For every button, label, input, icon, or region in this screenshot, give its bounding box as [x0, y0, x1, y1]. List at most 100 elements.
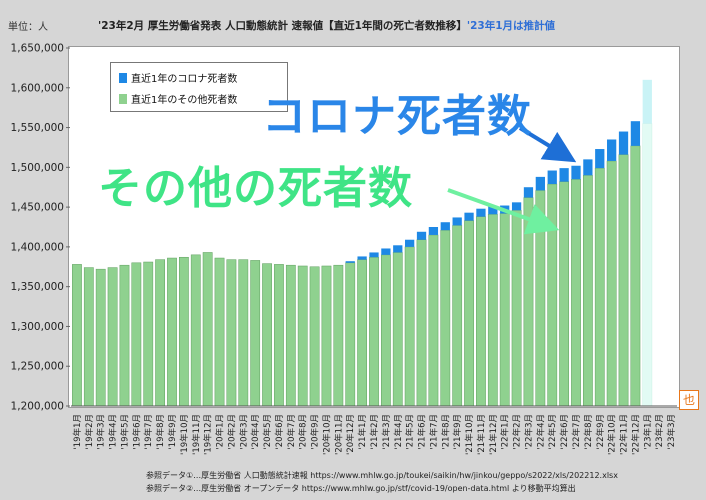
bar-corona-46: [618, 131, 629, 155]
bar-other-31: [440, 229, 451, 407]
x-tick-label: '23年2月: [654, 414, 665, 450]
bar-other-9: [178, 256, 189, 407]
bar-corona-32: [452, 217, 462, 226]
unit-label: 単位：人: [8, 22, 48, 33]
y-tick-label: 1,300,000: [11, 321, 64, 333]
x-tick-label: '22年5月: [547, 414, 558, 450]
x-tick-label: '21年10月: [464, 414, 475, 455]
bar-other-47: [630, 145, 641, 407]
x-tick-label: '23年1月: [642, 414, 653, 450]
x-tick-label: '22年12月: [630, 414, 641, 455]
bar-corona-30: [428, 227, 439, 235]
y-tick-label: 1,400,000: [11, 241, 64, 253]
x-tick-label: '19年10月: [179, 414, 190, 455]
x-tick-label: '20年5月: [262, 414, 273, 450]
x-tick-label: '21年8月: [440, 414, 451, 450]
x-tick-label: '20年9月: [310, 414, 321, 450]
y-tick-label: 1,200,000: [11, 401, 64, 413]
bar-other-20: [309, 266, 320, 407]
x-tick-label: '20年10月: [321, 414, 332, 455]
bar-other-42: [571, 179, 581, 407]
x-tick-label: '19年6月: [131, 414, 142, 450]
x-tick-label: '19年2月: [84, 414, 95, 450]
bar-corona-24: [357, 256, 367, 260]
bar-corona-25: [369, 252, 379, 258]
y-tick-label: 1,550,000: [11, 122, 64, 134]
bar-other-12: [214, 257, 225, 407]
bar-corona-41: [559, 168, 569, 182]
bar-corona-33: [464, 212, 474, 221]
legend-item-corona: 直近1年のコロナ死者数: [119, 70, 237, 85]
y-tick-label: 1,500,000: [11, 162, 64, 174]
legend-swatch-corona: [119, 73, 127, 83]
bar-corona-23: [345, 261, 355, 263]
x-tick-label: '20年4月: [250, 414, 261, 450]
x-tick-label: '19年7月: [143, 414, 154, 450]
bar-other-22: [333, 264, 344, 407]
bar-other-41: [559, 181, 570, 407]
bar-other-38: [523, 197, 534, 407]
bar-corona-27: [393, 245, 403, 253]
bar-other-10: [190, 254, 201, 407]
source-note-2: 参照データ②…厚生労働省 オープンデータ https://www.mhlw.go…: [146, 484, 576, 493]
legend: 直近1年のコロナ死者数 直近1年のその他死者数: [110, 62, 288, 112]
x-tick-label: '20年7月: [286, 414, 297, 450]
x-tick-label: '21年4月: [393, 414, 404, 450]
bar-corona-38: [523, 187, 534, 198]
x-tick-label: '21年1月: [357, 414, 368, 450]
bar-other-29: [416, 239, 427, 407]
bar-other-6: [143, 261, 154, 407]
x-tick-label: '19年9月: [167, 414, 178, 450]
bar-other-19: [297, 265, 308, 407]
bar-other-37: [511, 210, 522, 407]
x-tick-label: '22年10月: [607, 414, 618, 455]
x-tick-label: '21年7月: [428, 414, 439, 450]
x-tick-label: '20年6月: [274, 414, 285, 450]
bar-other-23: [345, 262, 356, 407]
x-tick-label: '21年12月: [488, 414, 499, 455]
y-tick-label: 1,250,000: [11, 361, 64, 373]
x-tick-label: '21年6月: [417, 414, 428, 450]
bar-other-45: [606, 160, 617, 407]
x-tick-label: '21年9月: [452, 414, 463, 450]
x-tick-label: '22年8月: [583, 414, 594, 450]
bar-corona-26: [381, 248, 391, 255]
annotation-corona-deaths: コロナ死者数: [262, 91, 532, 142]
legend-label-corona: 直近1年のコロナ死者数: [131, 74, 238, 85]
x-tick-label: '22年4月: [535, 414, 546, 450]
bar-other-3: [107, 267, 118, 407]
annotation-other-deaths: その他の死者数: [98, 163, 413, 214]
x-tick-label: '19年3月: [96, 414, 107, 450]
bar-other-34: [476, 216, 486, 407]
bar-other-44: [594, 167, 605, 407]
bar-corona-44: [595, 149, 605, 169]
x-tick-label: '21年2月: [369, 414, 380, 450]
chart-title-note: '23年1月は推計値: [466, 20, 556, 32]
bar-corona-42: [571, 165, 581, 180]
bar-corona-47: [630, 121, 641, 146]
bar-corona-31: [440, 222, 450, 231]
bar-corona-45: [607, 139, 617, 161]
legend-item-other: 直近1年のその他死者数: [119, 91, 237, 106]
bar-other-24: [357, 259, 368, 407]
y-tick-label: 1,650,000: [11, 43, 64, 55]
bar-other-11: [202, 252, 213, 407]
y-tick-label: 1,450,000: [11, 202, 64, 214]
x-tick-label: '20年2月: [226, 414, 237, 450]
bar-corona-39: [535, 176, 545, 191]
x-tick-label: '22年7月: [571, 414, 582, 450]
bar-other-17: [274, 264, 284, 407]
bar-other-27: [392, 252, 403, 407]
x-tick-label: '22年6月: [559, 414, 570, 450]
bar-other-2: [95, 268, 106, 407]
chart-title: '23年2月 厚生労働省発表 人口動態統計 速報値【直近1年間の死亡者数推移】'…: [98, 18, 555, 33]
x-tick-label: '19年4月: [108, 414, 119, 450]
x-tick-label: '20年1月: [215, 414, 226, 450]
bar-corona-28: [405, 239, 415, 247]
bar-other-46: [618, 154, 629, 407]
bar-corona-43: [583, 159, 593, 176]
bar-other-25: [369, 256, 379, 407]
bar-other-13: [226, 259, 237, 407]
x-tick-label: '22年9月: [595, 414, 606, 450]
